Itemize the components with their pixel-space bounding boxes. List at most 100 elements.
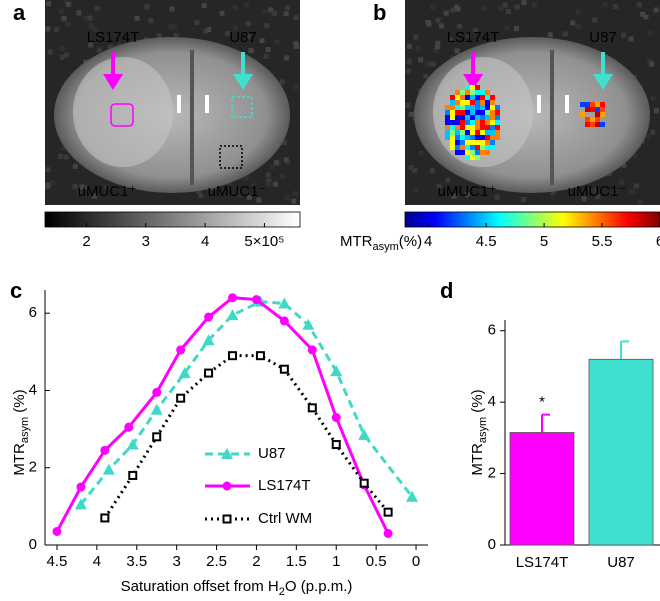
y-tick-label: 0 [488, 536, 496, 553]
ventricle [565, 95, 569, 113]
map-pixel [445, 130, 450, 135]
map-pixel [595, 117, 600, 122]
texture [103, 184, 109, 190]
map-pixel [450, 120, 455, 125]
marker [307, 345, 317, 355]
annotation: LS174T [87, 29, 140, 46]
map-pixel [485, 100, 490, 105]
texture [265, 47, 271, 53]
texture [237, 189, 243, 195]
texture [547, 32, 553, 38]
texture [429, 168, 435, 174]
marker [383, 528, 393, 538]
marker [302, 318, 315, 330]
axis-label: MTRasym(%) [340, 233, 422, 253]
roi [231, 96, 253, 118]
texture [406, 43, 412, 49]
texture [194, 20, 200, 26]
texture [413, 34, 419, 40]
map-pixel [455, 130, 460, 135]
panel-label: b [373, 0, 386, 25]
texture [632, 153, 638, 159]
label-sub: asym [477, 417, 489, 443]
map-pixel [595, 122, 600, 127]
map-pixel [470, 100, 475, 105]
map-pixel [480, 120, 485, 125]
marker [383, 507, 393, 517]
annotation: * [539, 394, 545, 411]
marker [330, 365, 343, 377]
map-pixel [480, 145, 485, 150]
texture [246, 20, 252, 26]
texture [498, 5, 504, 11]
texture [291, 198, 297, 204]
map-pixel [580, 112, 585, 117]
map-pixel [485, 95, 490, 100]
map-pixel [585, 122, 590, 127]
map-pixel [465, 100, 470, 105]
texture [88, 42, 94, 48]
colorbar-tick-label: 4 [424, 233, 432, 250]
map-pixel [475, 120, 480, 125]
texture [45, 167, 51, 173]
map-pixel [460, 110, 465, 115]
map-pixel [465, 140, 470, 145]
texture [425, 19, 431, 25]
map-pixel [450, 135, 455, 140]
colorbar-tick-label: 4 [201, 233, 209, 250]
map-pixel [465, 125, 470, 130]
texture [148, 18, 154, 24]
map-pixel [475, 85, 480, 90]
texture [435, 17, 441, 23]
x-tick-label: 4.5 [47, 553, 68, 570]
map-pixel [490, 100, 495, 105]
label-unit: (%) [11, 389, 28, 417]
map-pixel [450, 95, 455, 100]
texture [636, 2, 642, 8]
y-tick-label: 6 [29, 304, 37, 321]
map-pixel [455, 135, 460, 140]
map-pixel [470, 95, 475, 100]
map-pixel [490, 105, 495, 110]
texture [264, 23, 270, 29]
texture [50, 180, 56, 186]
texture [620, 32, 626, 38]
texture [61, 15, 67, 21]
label-main: MTR [340, 233, 373, 250]
texture [451, 193, 457, 199]
marker [307, 403, 317, 413]
texture [93, 26, 99, 32]
map-pixel [465, 145, 470, 150]
texture [424, 60, 430, 66]
map-pixel [460, 130, 465, 135]
map-pixel [480, 95, 485, 100]
texture [447, 36, 453, 42]
colorbar-tick-label: 3 [142, 233, 150, 250]
annotation: U87 [229, 29, 257, 46]
texture [621, 162, 627, 168]
marker [100, 445, 110, 455]
texture [637, 199, 643, 205]
texture [455, 6, 461, 12]
map-pixel [475, 145, 480, 150]
map-pixel [490, 120, 495, 125]
x-tick-label: 2 [252, 553, 260, 570]
texture [168, 24, 174, 30]
texture [246, 194, 252, 200]
map-pixel [485, 150, 490, 155]
map-pixel [455, 95, 460, 100]
texture [408, 165, 414, 171]
texture [629, 189, 635, 195]
legend-label: U87 [258, 445, 286, 462]
map-pixel [450, 125, 455, 130]
texture [293, 84, 299, 90]
map-pixel [450, 130, 455, 135]
map-pixel [475, 135, 480, 140]
marker [176, 393, 186, 403]
texture [201, 3, 207, 9]
texture [432, 47, 438, 53]
map-pixel [465, 95, 470, 100]
map-pixel [450, 105, 455, 110]
texture [61, 145, 67, 151]
texture [454, 48, 460, 54]
